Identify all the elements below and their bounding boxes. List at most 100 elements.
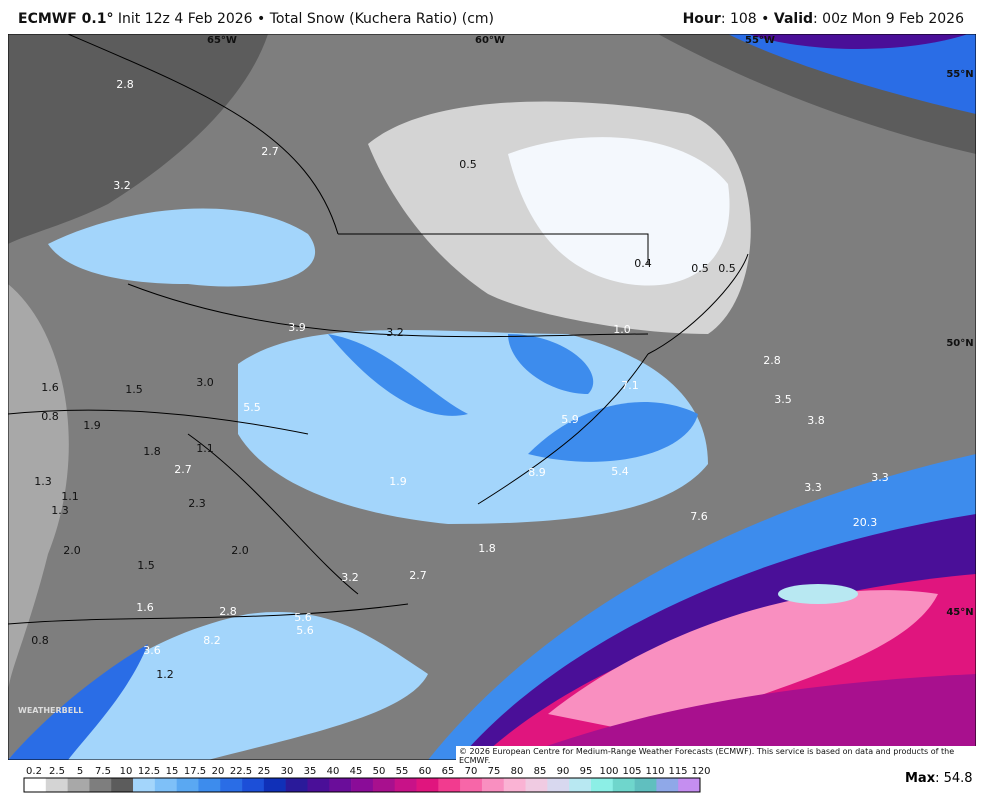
colorbar-swatch — [111, 778, 134, 792]
colorbar-label: 120 — [691, 766, 710, 777]
colorbar-label: 60 — [419, 766, 432, 777]
point-value: 0.5 — [718, 262, 736, 275]
colorbar-label: 65 — [442, 766, 455, 777]
point-value: 2.0 — [63, 544, 81, 557]
point-value: 2.8 — [763, 354, 781, 367]
valid-label: Valid — [773, 11, 814, 27]
colorbar-swatch — [329, 778, 352, 792]
colorbar-label: 50 — [373, 766, 386, 777]
point-value: 7.6 — [690, 510, 708, 523]
point-value: 0.8 — [41, 410, 59, 423]
colorbar-label: 35 — [304, 766, 317, 777]
colorbar-swatch — [285, 778, 308, 792]
colorbar-swatch — [656, 778, 679, 792]
colorbar-swatch — [460, 778, 483, 792]
point-value: 2.8 — [116, 78, 134, 91]
colorbar-swatch — [67, 778, 90, 792]
point-value: 20.3 — [853, 516, 878, 529]
point-value: 2.7 — [261, 145, 279, 158]
colorbar-label: 55 — [396, 766, 409, 777]
point-value: 2.0 — [231, 544, 249, 557]
point-value: 3.2 — [113, 179, 131, 192]
point-value: 1.1 — [61, 490, 79, 503]
colorbar-label: 110 — [645, 766, 664, 777]
point-value: 1.0 — [613, 323, 631, 336]
colorbar-label: 95 — [580, 766, 593, 777]
point-value: 3.0 — [196, 376, 214, 389]
point-value: 3.2 — [386, 326, 404, 339]
colorbar-swatch — [24, 778, 47, 792]
point-value: 3.8 — [807, 414, 825, 427]
colorbar-label: 0.2 — [26, 766, 42, 777]
colorbar-swatch — [481, 778, 505, 792]
point-value: 1.6 — [41, 381, 59, 394]
colorbar-label: 85 — [534, 766, 547, 777]
max: Max: 54.8 — [905, 771, 973, 786]
point-value: 8.9 — [528, 466, 546, 479]
colorbar-swatch — [372, 778, 396, 792]
colorbar: 0.2 2.5 5 7.5 10 12.5 15 17.5 20 22.5 25 30 35 40 45 50… — [23, 766, 711, 793]
longitude-label: 60°W — [475, 35, 505, 46]
colorbar-label: 17.5 — [184, 766, 206, 777]
point-value: 3.3 — [804, 481, 822, 494]
colorbar-swatch — [438, 778, 461, 792]
colorbar-label: 30 — [281, 766, 294, 777]
point-value: 1.6 — [136, 601, 154, 614]
longitude-label: 55°W — [745, 35, 775, 46]
colorbar-label: 15 — [166, 766, 179, 777]
latitude-label: 55°N — [946, 69, 973, 80]
point-value: 5.4 — [611, 465, 629, 478]
map: 65°W 60°W 55°W 55°N 50°N 45°N 2.8 2.7 3.2 0.5 0.4 0… — [8, 34, 976, 760]
colorbar-label: 2.5 — [49, 766, 65, 777]
colorbar-swatch — [590, 778, 614, 792]
colorbar-swatch — [351, 778, 374, 792]
point-value: 2.8 — [219, 605, 237, 618]
colorbar-label: 40 — [327, 766, 340, 777]
point-value: 1.3 — [34, 475, 52, 488]
colorbar-swatch — [133, 778, 156, 792]
colorbar-label: 25 — [258, 766, 271, 777]
colorbar-swatch — [569, 778, 592, 792]
colorbar-swatch — [634, 778, 657, 792]
valid-time: Hour: 108 • Valid: 00z Mon 9 Feb 2026 — [683, 11, 964, 27]
colorbar-swatch — [678, 778, 701, 792]
point-value: 5.5 — [243, 401, 261, 414]
colorbar-label: 7.5 — [95, 766, 111, 777]
colorbar-swatch — [89, 778, 112, 792]
description: Init 12z 4 Feb 2026 • Total Snow (Kucher… — [117, 11, 495, 27]
colorbar-label: 5 — [77, 766, 83, 777]
colorbar-swatch — [525, 778, 548, 792]
point-value: 8.2 — [203, 634, 221, 647]
point-value: 3.2 — [341, 571, 359, 584]
point-value: 1.9 — [83, 419, 101, 432]
max-value: : 54.8 — [935, 771, 973, 786]
colorbar-label: 75 — [488, 766, 501, 777]
point-value: 3.3 — [871, 471, 889, 484]
point-value: 7.1 — [621, 379, 639, 392]
point-value: 1.5 — [137, 559, 155, 572]
colorbar-swatch — [242, 778, 265, 792]
point-value: 0.5 — [691, 262, 709, 275]
colorbar-swatch — [220, 778, 243, 792]
point-value: 3.9 — [288, 321, 306, 334]
colorbar-label: 80 — [511, 766, 524, 777]
colorbar-swatch — [394, 778, 417, 792]
colorbar-swatch — [154, 778, 177, 792]
point-value: 0.4 — [634, 257, 652, 270]
valid: : 00z Mon 9 Feb 2026 — [813, 11, 964, 27]
colorbar-label: 70 — [465, 766, 478, 777]
colorbar-swatch — [503, 778, 526, 792]
colorbar-swatch — [198, 778, 221, 792]
colorbar-swatch — [547, 778, 570, 792]
logo: WEATHERBELL — [18, 706, 84, 715]
colorbar-label: 20 — [212, 766, 225, 777]
point-value: 5.6 — [294, 611, 312, 624]
point-value: 1.3 — [51, 504, 69, 517]
colorbar-swatch — [263, 778, 286, 792]
copyright: © 2026 European Centre for Medium-Range … — [456, 746, 984, 766]
colorbar-label: 45 — [350, 766, 363, 777]
title: ECMWF 0.1° Init 12z 4 Feb 2026 • Total S… — [18, 11, 494, 27]
point-value: 0.8 — [31, 634, 49, 647]
max-label: Max — [905, 771, 936, 786]
